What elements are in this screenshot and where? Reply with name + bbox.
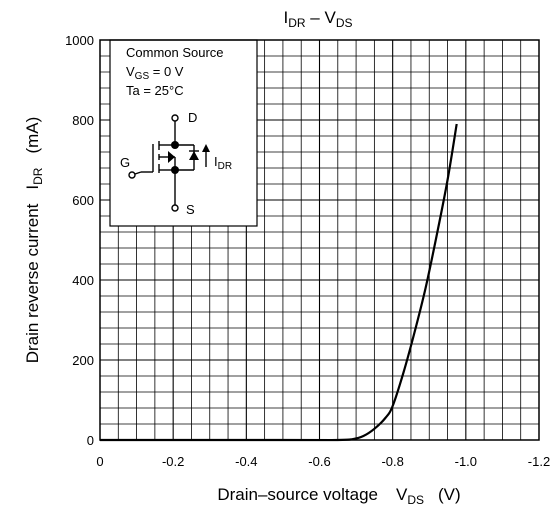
y-tick-label: 800 xyxy=(72,113,94,128)
y-tick-label: 0 xyxy=(87,433,94,448)
x-tick-label: -0.4 xyxy=(235,454,257,469)
y-tick-label: 400 xyxy=(72,273,94,288)
y-tick-label: 200 xyxy=(72,353,94,368)
conditions-box xyxy=(109,39,258,227)
x-tick-label: -0.6 xyxy=(308,454,330,469)
y-tick-label: 1000 xyxy=(65,33,94,48)
y-axis-label: Drain reverse currentIDR(mA) xyxy=(23,117,45,364)
chart-title: IDR – VDS xyxy=(284,8,353,30)
current-label: IDR xyxy=(214,154,232,172)
x-tick-label: -0.8 xyxy=(381,454,403,469)
tick-labels: 0 -0.2 -0.4 -0.6 -0.8 -1.0 -1.2 0 200 400 600 800 10… xyxy=(65,33,550,469)
y-tick-label: 600 xyxy=(72,193,94,208)
series-layer xyxy=(100,123,458,442)
current-arrow-icon xyxy=(202,144,210,152)
node-dot-icon xyxy=(171,166,179,174)
pin-label-d: D xyxy=(188,110,197,125)
condition-source: Common Source xyxy=(126,45,224,60)
x-tick-label: -1.2 xyxy=(528,454,550,469)
x-tick-label: 0 xyxy=(96,454,103,469)
condition-ta: Ta = 25°C xyxy=(126,83,184,98)
x-tick-label: -0.2 xyxy=(162,454,184,469)
pin-label-s: S xyxy=(186,202,195,217)
series-line xyxy=(100,123,458,442)
x-tick-label: -1.0 xyxy=(455,454,477,469)
node-dot-icon xyxy=(171,141,179,149)
diode-icon xyxy=(189,151,199,160)
pin-label-g: G xyxy=(120,155,130,170)
body-arrow-icon xyxy=(168,151,175,163)
x-axis-label: Drain–source voltage VDS (V) xyxy=(217,485,460,507)
condition-vgs: VGS = 0 V xyxy=(126,64,184,82)
